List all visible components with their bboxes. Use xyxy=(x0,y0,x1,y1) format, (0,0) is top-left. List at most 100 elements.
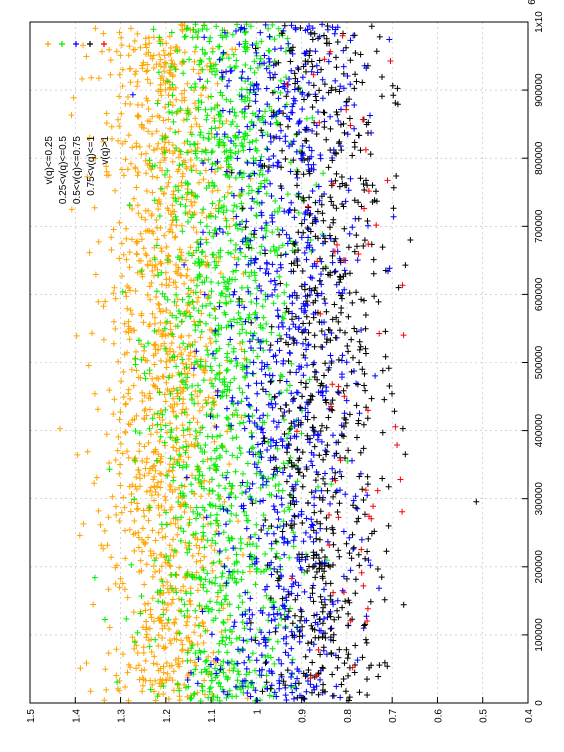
data-point xyxy=(167,420,174,427)
data-point xyxy=(160,373,167,380)
data-point xyxy=(180,432,187,439)
data-point xyxy=(170,150,176,157)
data-point xyxy=(134,78,141,85)
tick-label-y: 1.3 xyxy=(117,709,128,723)
tick-label-y: 1.4 xyxy=(71,709,82,723)
data-point xyxy=(153,217,160,223)
data-point xyxy=(106,624,113,631)
data-point xyxy=(181,280,188,287)
data-point xyxy=(140,319,147,326)
data-point xyxy=(169,467,176,474)
data-point xyxy=(207,335,213,342)
data-point xyxy=(156,470,163,477)
data-point xyxy=(127,160,134,167)
data-point xyxy=(151,361,158,368)
data-point xyxy=(194,393,201,400)
data-point xyxy=(143,150,149,157)
data-point xyxy=(164,183,171,190)
data-point xyxy=(118,378,125,385)
data-point xyxy=(173,222,180,229)
data-point xyxy=(95,75,102,82)
data-point xyxy=(149,189,156,196)
data-point xyxy=(113,672,120,679)
data-point xyxy=(196,179,202,186)
data-point xyxy=(209,188,216,194)
data-point xyxy=(143,188,150,194)
data-point xyxy=(166,85,173,92)
data-point xyxy=(134,202,141,209)
tick-label-x: 300000 xyxy=(534,482,545,516)
data-point xyxy=(135,529,142,536)
data-point xyxy=(170,668,177,675)
data-point xyxy=(155,642,162,649)
data-point xyxy=(124,305,131,312)
data-point xyxy=(240,552,246,558)
data-point xyxy=(205,94,212,101)
data-point xyxy=(193,433,200,439)
legend-label: v(q)<=0.25 xyxy=(44,136,55,185)
data-point xyxy=(193,542,200,549)
data-point xyxy=(105,586,112,593)
data-point xyxy=(163,307,170,313)
data-point xyxy=(162,398,169,405)
data-point xyxy=(166,148,173,154)
data-point xyxy=(194,689,201,696)
data-point xyxy=(184,80,191,87)
data-point xyxy=(150,382,157,388)
data-point xyxy=(117,52,124,59)
data-point xyxy=(159,333,166,340)
data-point xyxy=(68,206,75,213)
data-point xyxy=(170,188,177,195)
legend-label: v(q)>1 xyxy=(100,136,111,165)
data-point xyxy=(100,138,107,145)
data-point xyxy=(171,620,178,627)
data-point xyxy=(178,222,185,229)
data-point xyxy=(189,553,196,559)
data-point xyxy=(162,139,168,146)
data-point xyxy=(157,259,164,265)
data-point xyxy=(146,283,153,290)
data-point xyxy=(166,174,173,180)
data-point xyxy=(159,417,166,423)
data-point xyxy=(148,649,155,655)
data-point xyxy=(116,219,123,226)
data-point xyxy=(170,444,177,451)
data-point xyxy=(203,214,210,221)
data-point xyxy=(160,663,167,670)
data-point xyxy=(120,494,127,501)
data-point xyxy=(195,70,202,77)
data-point xyxy=(157,455,164,462)
tick-label-y: 1.2 xyxy=(162,709,173,723)
data-point xyxy=(138,122,145,128)
data-point xyxy=(127,395,134,402)
data-point xyxy=(198,310,205,317)
data-point xyxy=(140,507,147,514)
data-point xyxy=(151,473,158,480)
data-point xyxy=(210,649,217,656)
data-point xyxy=(146,507,153,514)
data-point xyxy=(140,649,147,656)
data-point xyxy=(202,253,209,260)
data-point xyxy=(116,93,123,100)
data-point xyxy=(200,176,207,183)
data-point xyxy=(160,669,167,676)
data-point xyxy=(162,559,169,566)
data-point xyxy=(168,340,175,347)
data-point xyxy=(160,643,167,650)
data-point xyxy=(172,520,179,527)
data-point xyxy=(142,657,149,664)
data-point xyxy=(92,155,98,162)
data-point xyxy=(144,631,150,638)
data-point xyxy=(173,447,180,454)
data-point xyxy=(153,128,160,135)
data-point xyxy=(157,56,164,63)
data-point xyxy=(167,640,174,647)
data-point xyxy=(139,688,146,695)
data-point xyxy=(149,228,156,235)
data-point xyxy=(130,327,137,334)
data-point xyxy=(163,60,169,67)
data-point xyxy=(178,21,184,28)
data-point xyxy=(147,487,154,494)
data-point xyxy=(152,537,159,544)
